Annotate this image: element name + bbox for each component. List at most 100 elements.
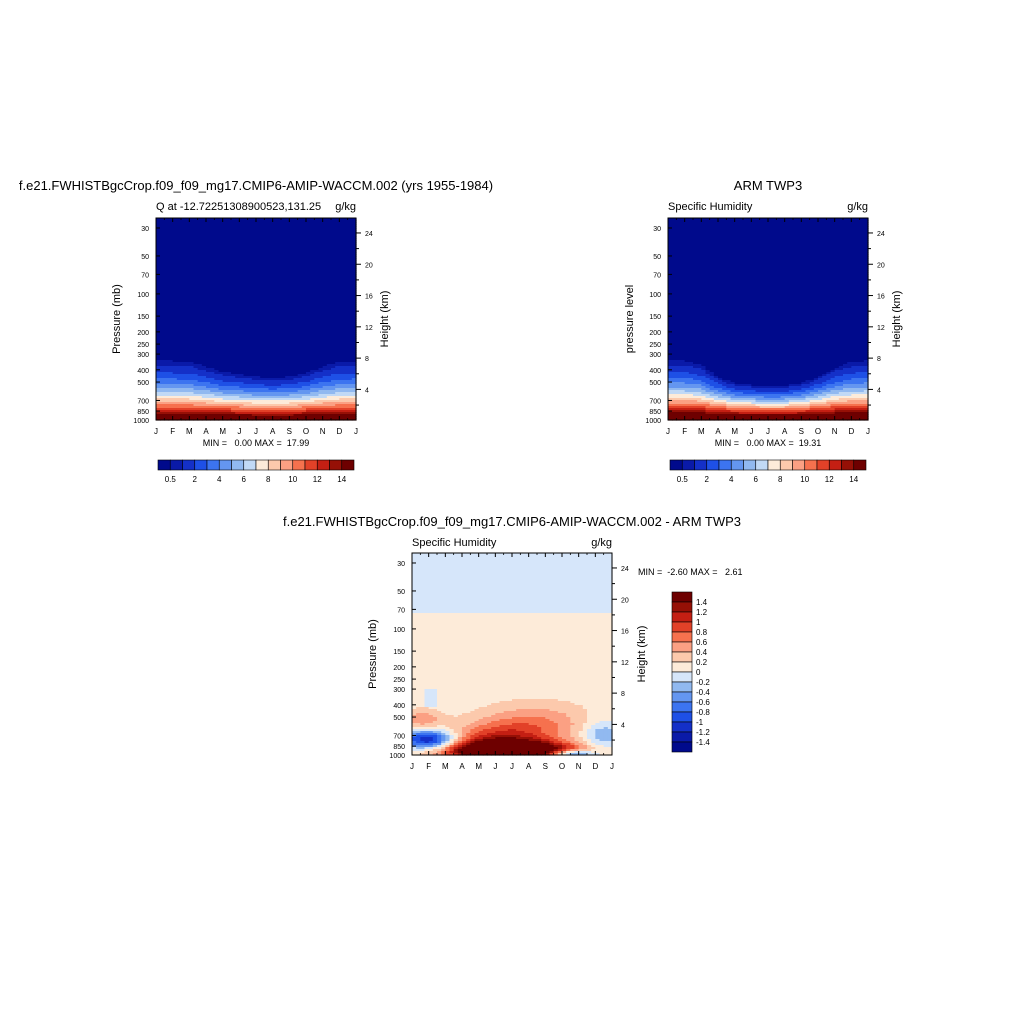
contour-cell xyxy=(281,396,286,399)
contour-cell xyxy=(276,356,282,359)
contour-cell xyxy=(185,220,190,223)
contour-cell xyxy=(289,356,295,359)
contour-cell xyxy=(176,412,182,415)
contour-cell xyxy=(281,386,286,389)
contour-cell xyxy=(189,414,195,417)
contour-cell xyxy=(289,360,295,363)
contour-cell xyxy=(176,226,182,229)
contour-cell xyxy=(351,352,357,355)
contour-cell xyxy=(164,248,170,251)
contour-cell xyxy=(218,268,224,271)
contour-cell xyxy=(156,342,161,345)
contour-cell xyxy=(185,344,190,347)
contour-cell xyxy=(197,308,203,311)
contour-cell xyxy=(251,392,257,395)
contour-cell xyxy=(168,236,174,239)
contour-cell xyxy=(281,276,286,279)
contour-cell xyxy=(260,380,265,383)
contour-cell xyxy=(297,396,303,399)
contour-cell xyxy=(201,224,207,227)
contour-cell xyxy=(256,222,261,225)
contour-cell xyxy=(164,336,170,339)
contour-cell xyxy=(231,242,236,245)
contour-cell xyxy=(231,232,236,235)
contour-cell xyxy=(181,250,186,253)
contour-cell xyxy=(322,328,328,331)
contour-cell xyxy=(160,372,165,375)
contour-cell xyxy=(343,394,349,397)
contour-cell xyxy=(222,238,228,241)
contour-cell xyxy=(335,372,340,375)
contour-cell xyxy=(331,384,336,387)
contour-cell xyxy=(322,356,328,359)
contour-cell xyxy=(193,218,199,221)
contour-cell xyxy=(189,270,195,273)
contour-cell xyxy=(226,394,232,397)
contour-cell xyxy=(331,372,336,375)
contour-cell xyxy=(322,268,328,271)
contour-cell xyxy=(235,232,240,235)
contour-cell xyxy=(293,358,299,361)
contour-cell xyxy=(260,256,265,259)
contour-cell xyxy=(193,344,199,347)
contour-cell xyxy=(243,286,249,289)
contour-cell xyxy=(343,362,349,365)
contour-cell xyxy=(260,416,265,419)
contour-cell xyxy=(301,294,307,297)
contour-cell xyxy=(281,362,286,365)
contour-cell xyxy=(197,386,203,389)
contour-cell xyxy=(201,250,207,253)
contour-cell xyxy=(343,302,349,305)
contour-cell xyxy=(335,408,340,411)
contour-cell xyxy=(285,318,290,321)
contour-cell xyxy=(210,348,215,351)
contour-cell xyxy=(206,350,211,353)
contour-cell xyxy=(272,236,278,239)
contour-cell xyxy=(343,330,349,333)
contour-cell xyxy=(181,350,186,353)
contour-cell xyxy=(251,356,257,359)
contour-cell xyxy=(164,270,170,273)
contour-cell xyxy=(231,330,236,333)
contour-cell xyxy=(235,394,240,397)
contour-cell xyxy=(306,248,311,251)
contour-cell xyxy=(160,236,165,239)
contour-cell xyxy=(289,250,295,253)
contour-cell xyxy=(260,306,265,309)
contour-cell xyxy=(331,218,336,221)
contour-cell xyxy=(156,398,161,401)
contour-cell xyxy=(314,322,320,325)
contour-cell xyxy=(193,270,199,273)
contour-cell xyxy=(185,298,190,301)
contour-cell xyxy=(331,316,336,319)
contour-cell xyxy=(272,334,278,337)
contour-cell xyxy=(339,300,345,303)
contour-cell xyxy=(264,394,270,397)
contour-cell xyxy=(201,352,207,355)
contour-cell xyxy=(231,250,236,253)
contour-cell xyxy=(343,418,349,421)
contour-cell xyxy=(201,336,207,339)
contour-cell xyxy=(201,254,207,257)
contour-cell xyxy=(343,296,349,299)
contour-cell xyxy=(347,274,353,277)
contour-cell xyxy=(281,226,286,229)
contour-cell xyxy=(226,262,232,265)
contour-cell xyxy=(185,276,190,279)
contour-cell xyxy=(272,390,278,393)
contour-cell xyxy=(239,352,245,355)
contour-cell xyxy=(226,252,232,255)
contour-cell xyxy=(285,226,290,229)
contour-cell xyxy=(176,316,182,319)
contour-cell xyxy=(285,268,290,271)
contour-cell xyxy=(339,408,345,411)
contour-cell xyxy=(185,274,190,277)
contour-cell xyxy=(326,304,332,307)
contour-cell xyxy=(335,338,340,341)
contour-cell xyxy=(176,218,182,221)
contour-cell xyxy=(176,268,182,271)
contour-cell xyxy=(260,378,265,381)
contour-cell xyxy=(310,314,315,317)
contour-cell xyxy=(176,402,182,405)
contour-cell xyxy=(185,342,190,345)
